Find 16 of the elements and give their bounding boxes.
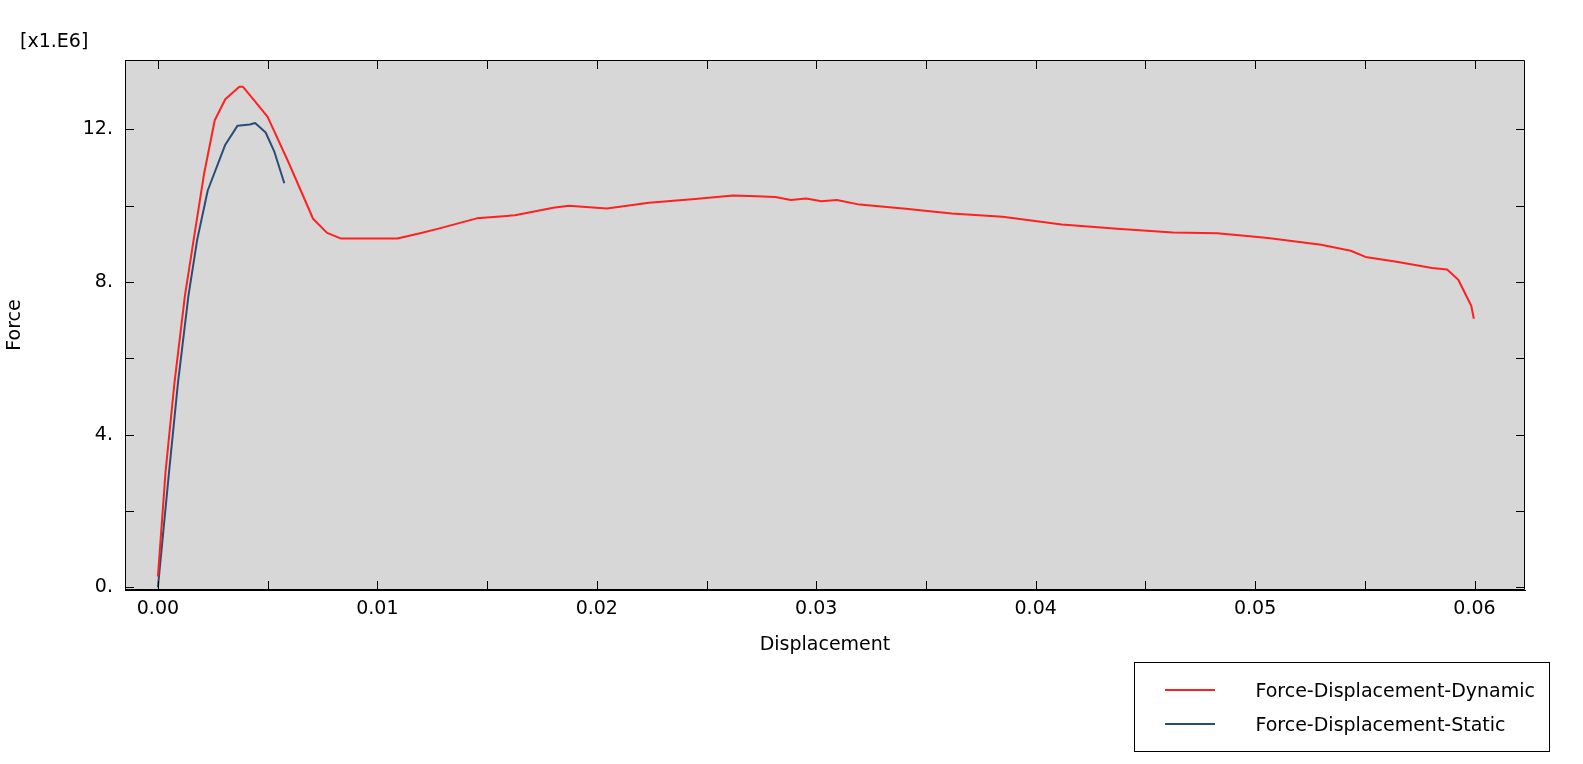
y-tick-label: 4. bbox=[94, 421, 113, 444]
x-tick-label: 0.04 bbox=[1014, 596, 1057, 619]
text: [x1.E6] bbox=[20, 29, 89, 52]
y-tick-label: 0. bbox=[94, 574, 113, 597]
x-axis-title: Displacement bbox=[759, 631, 891, 654]
y-tick-label: 8. bbox=[94, 269, 113, 292]
x-tick-label: 0.03 bbox=[795, 596, 838, 619]
x-tick-label: 0.02 bbox=[575, 596, 618, 619]
x-tick-label: 0.05 bbox=[1233, 596, 1277, 619]
x-tick-label: 0.01 bbox=[356, 596, 399, 619]
y-tick-label: 12. bbox=[82, 116, 113, 139]
y-axis-title: Force bbox=[2, 299, 25, 351]
x-tick-label: 0.06 bbox=[1453, 596, 1496, 619]
legend-label: Force-Displacement-Dynamic bbox=[1255, 679, 1535, 701]
legend-label: Force-Displacement-Static bbox=[1255, 713, 1506, 735]
x-tick-label: 0.00 bbox=[136, 596, 180, 619]
